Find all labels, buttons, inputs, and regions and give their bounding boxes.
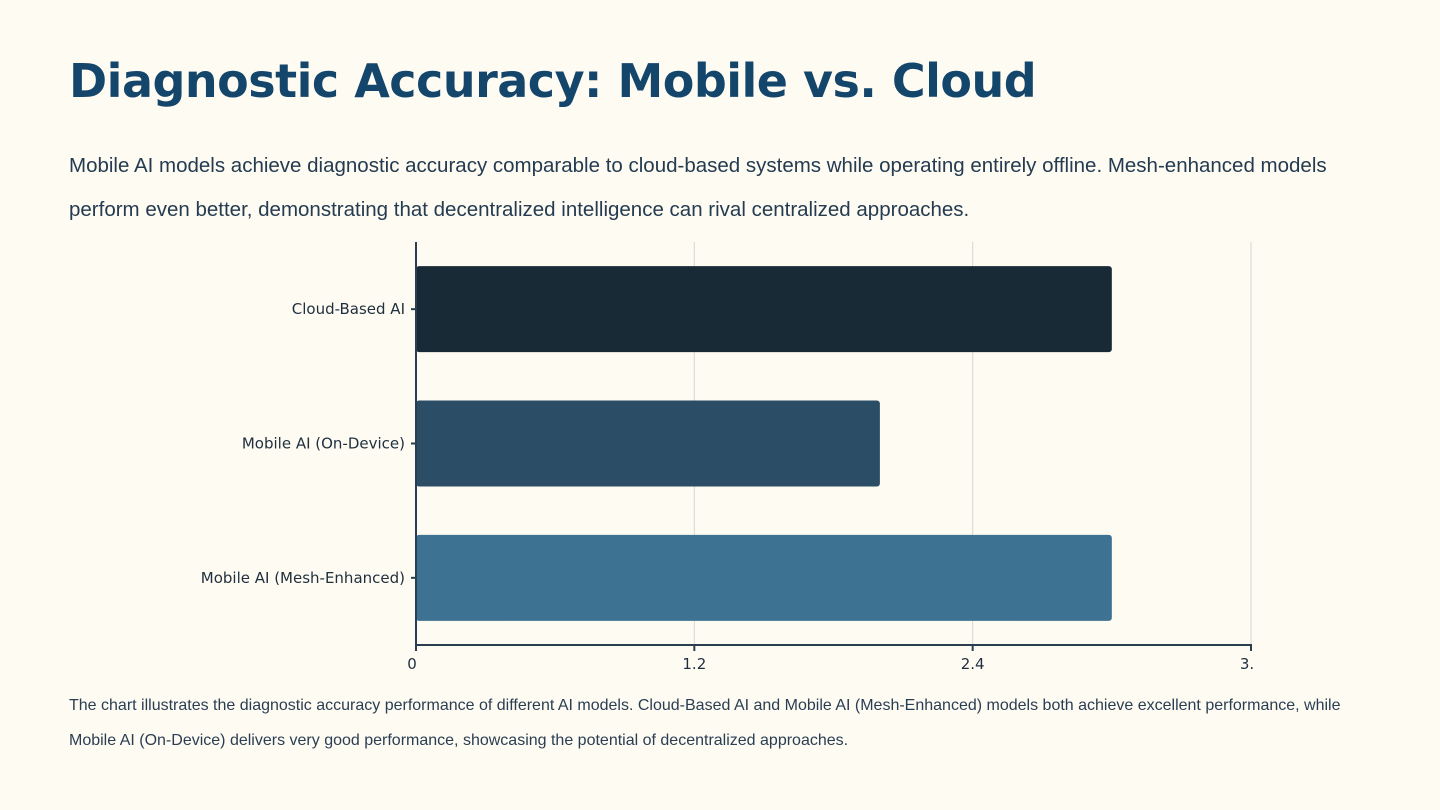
- chart-container: Cloud-Based AI Mobile AI (On-Device) Mobil…: [0, 230, 1440, 680]
- x-tick-label-0: 0: [407, 655, 417, 673]
- page-title: Diagnostic Accuracy: Mobile vs. Cloud: [69, 54, 1037, 108]
- x-tick-label-1: 1.2: [682, 655, 706, 673]
- y-tick-label-2: Mobile AI (Mesh-Enhanced): [201, 569, 405, 587]
- x-tick-label-3: 3.: [1240, 655, 1254, 673]
- intro-paragraph: Mobile AI models achieve diagnostic accu…: [69, 154, 1327, 221]
- x-tick-label-2: 2.4: [961, 655, 985, 673]
- y-tick-label-0: Cloud-Based AI: [292, 300, 405, 318]
- bar-2: [416, 534, 1112, 621]
- bar-1: [416, 400, 880, 487]
- y-tick-label-1: Mobile AI (On-Device): [242, 435, 405, 453]
- bar-0: [416, 266, 1112, 353]
- bar-chart: Cloud-Based AI Mobile AI (On-Device) Mobil…: [201, 242, 1254, 673]
- chart-caption: The chart illustrates the diagnostic acc…: [69, 697, 1341, 749]
